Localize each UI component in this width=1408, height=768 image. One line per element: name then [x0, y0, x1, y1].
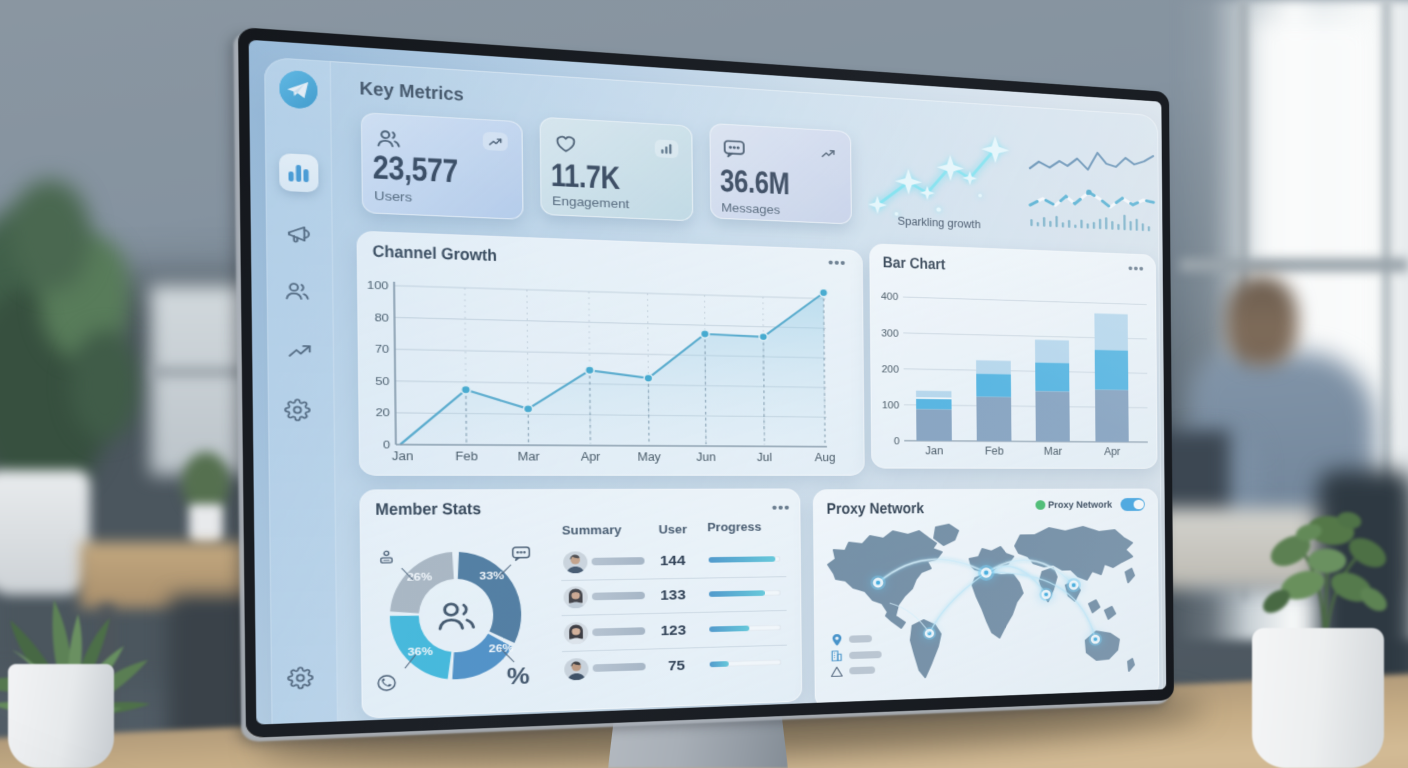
svg-text:Mar: Mar [1044, 445, 1063, 457]
svg-text:Feb: Feb [985, 445, 1004, 457]
svg-text:70: 70 [375, 342, 389, 355]
svg-text:400: 400 [881, 291, 899, 303]
svg-text:Jan: Jan [392, 450, 414, 463]
svg-text:Apr: Apr [581, 450, 601, 463]
svg-text:80: 80 [374, 310, 388, 323]
svg-text:Jul: Jul [757, 451, 772, 463]
svg-text:26%: 26% [489, 641, 515, 655]
svg-text:50: 50 [375, 374, 389, 387]
svg-text:Feb: Feb [455, 450, 478, 463]
svg-text:200: 200 [881, 363, 899, 375]
svg-text:300: 300 [881, 327, 899, 339]
svg-text:20: 20 [376, 406, 390, 419]
svg-text:100: 100 [882, 399, 900, 410]
svg-text:Jun: Jun [696, 451, 716, 464]
svg-text:Apr: Apr [1104, 446, 1121, 458]
svg-text:Jan: Jan [925, 445, 943, 457]
svg-text:33%: 33% [479, 569, 505, 582]
svg-text:26%: 26% [407, 570, 433, 583]
svg-text:0: 0 [894, 435, 900, 446]
svg-text:100: 100 [367, 278, 389, 292]
svg-text:Aug: Aug [815, 451, 836, 463]
svg-text:36%: 36% [407, 644, 433, 658]
svg-text:Mar: Mar [518, 450, 541, 463]
svg-text:May: May [637, 451, 661, 464]
svg-text:0: 0 [383, 438, 390, 451]
